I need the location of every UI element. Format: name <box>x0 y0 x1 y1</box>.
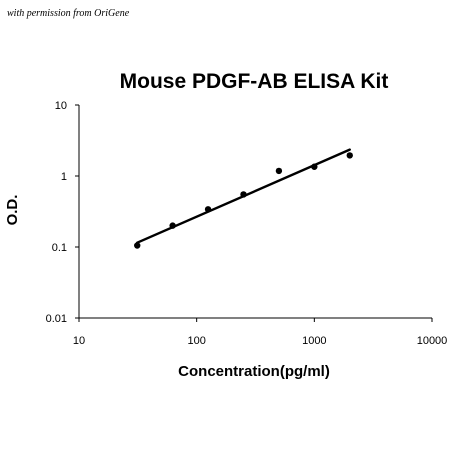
y-axis-label: O.D. <box>4 195 21 226</box>
x-tick-label: 10000 <box>417 335 448 347</box>
data-point <box>134 242 141 249</box>
data-points <box>134 152 353 249</box>
x-axis-label: Concentration(pg/ml) <box>178 363 330 380</box>
axes <box>78 105 432 319</box>
data-point <box>275 167 283 175</box>
chart-title: Mouse PDGF-AB ELISA Kit <box>120 70 389 93</box>
data-point <box>240 191 247 198</box>
y-tick-label: 1 <box>61 171 67 183</box>
y-tick-label: 0.01 <box>46 313 67 325</box>
y-tick-label: 0.1 <box>52 242 67 254</box>
watermark-text: with permission from OriGene <box>7 8 130 19</box>
ticks: 10 100 1000 10000 0.01 0.1 1 10 <box>46 100 448 347</box>
data-point <box>204 206 212 213</box>
x-tick-label: 1000 <box>302 335 326 347</box>
data-point <box>169 222 176 229</box>
data-point <box>311 163 318 170</box>
y-tick-label: 10 <box>55 100 67 112</box>
x-tick-label: 10 <box>73 335 85 347</box>
x-tick-label: 100 <box>187 335 205 347</box>
data-point <box>346 152 353 159</box>
